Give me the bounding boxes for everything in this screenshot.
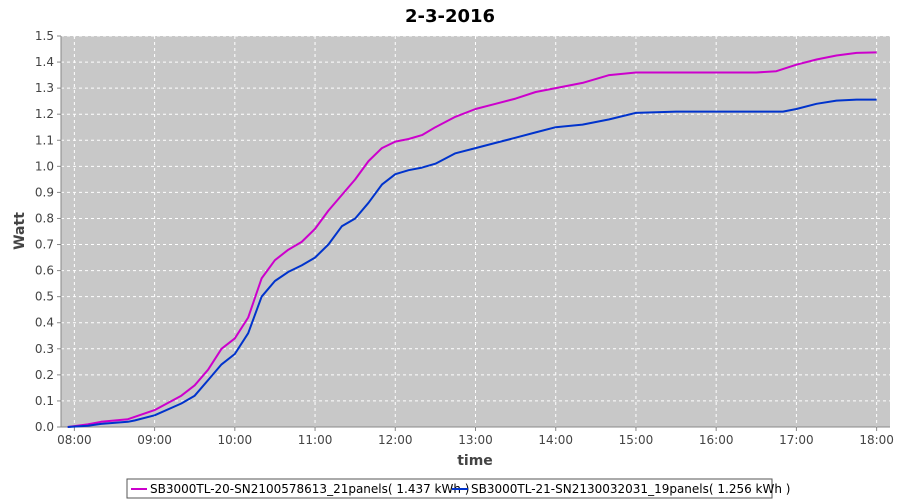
- y-tick-label: 1.1: [35, 133, 54, 147]
- y-tick-label: 0.2: [35, 368, 54, 382]
- series: [67, 51, 877, 428]
- x-tick-label: 13:00: [458, 433, 493, 447]
- x-tick-label: 11:00: [298, 433, 333, 447]
- ticks: 0.0 0.1 0.2 0.3 0.4 0.5 0.6 0.7 0.8 0.9 1.0 1.1 1.2 1…: [35, 29, 894, 447]
- y-axis-title: Watt: [12, 212, 28, 250]
- y-tick-label: 1.5: [35, 29, 54, 43]
- y-tick-label: 0.8: [35, 211, 54, 225]
- y-tick-label: 1.2: [35, 107, 54, 121]
- legend-label-series-2: SB3000TL-21-SN2130032031_19panels( 1.256…: [471, 482, 790, 496]
- legend: SB3000TL-20-SN2100578613_21panels( 1.437…: [126, 478, 790, 499]
- x-tick-label: 09:00: [137, 433, 172, 447]
- series-line-2: [67, 98, 877, 428]
- y-tick-label: 0.6: [35, 264, 54, 278]
- legend-label-series-1: SB3000TL-20-SN2100578613_21panels( 1.437…: [150, 482, 469, 496]
- y-tick-label: 1.3: [35, 81, 54, 95]
- x-tick-label: 08:00: [57, 433, 92, 447]
- x-tick-label: 17:00: [779, 433, 814, 447]
- y-tick-label: 0.9: [35, 185, 54, 199]
- y-tick-label: 1.0: [35, 159, 54, 173]
- y-tick-label: 1.4: [35, 55, 54, 69]
- x-tick-label: 15:00: [619, 433, 654, 447]
- x-tick-label: 18:00: [859, 433, 894, 447]
- x-tick-label: 10:00: [218, 433, 253, 447]
- grid: [61, 35, 890, 428]
- y-tick-label: 0.0: [35, 420, 54, 434]
- x-axis-title: time: [457, 453, 493, 469]
- legend-box: [126, 478, 773, 499]
- y-tick-label: 0.3: [35, 342, 54, 356]
- series-line-1: [67, 51, 877, 428]
- x-tick-label: 14:00: [538, 433, 573, 447]
- y-tick-label: 0.4: [35, 316, 54, 330]
- y-tick-label: 0.7: [35, 238, 54, 252]
- chart-title: 2-3-2016: [405, 6, 495, 27]
- x-tick-label: 16:00: [699, 433, 734, 447]
- x-tick-label: 12:00: [378, 433, 413, 447]
- y-tick-label: 0.1: [35, 394, 54, 408]
- y-tick-label: 0.5: [35, 290, 54, 304]
